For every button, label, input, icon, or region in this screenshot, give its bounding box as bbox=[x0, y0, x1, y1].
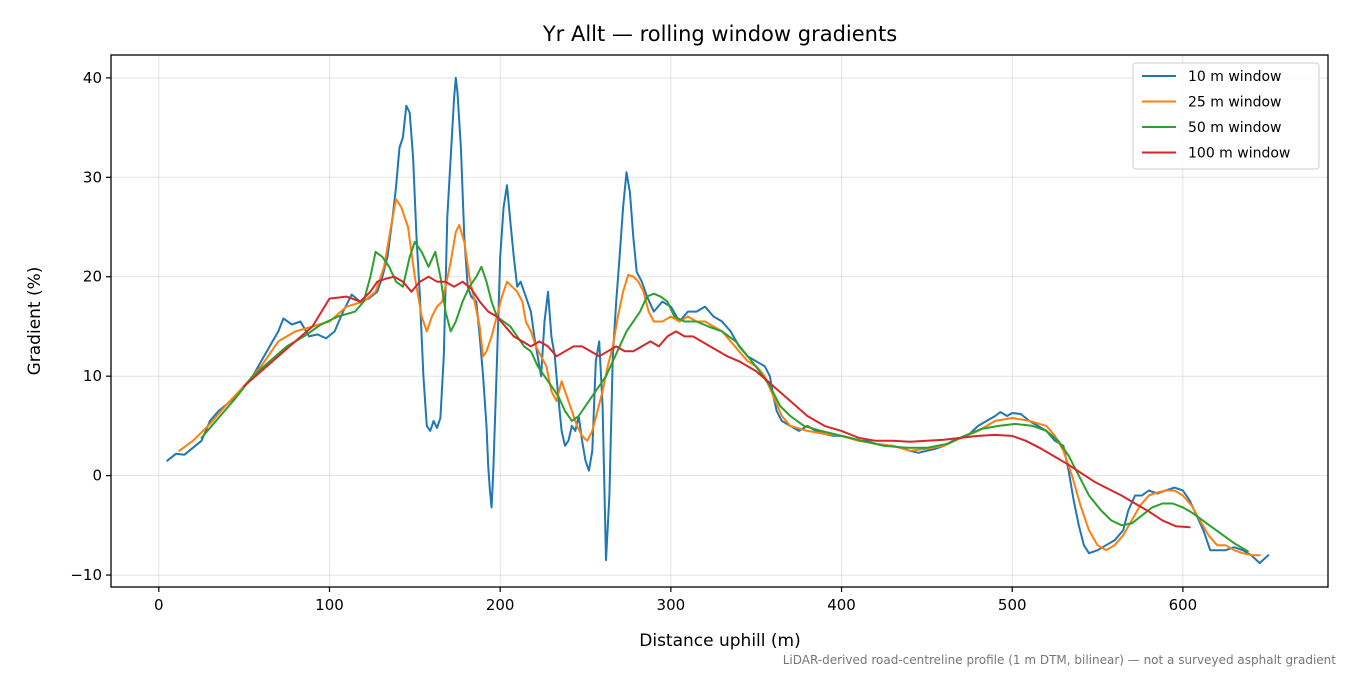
series-line-2 bbox=[178, 198, 1261, 557]
footnote: LiDAR-derived road-centreline profile (1… bbox=[783, 653, 1337, 667]
y-tick-label: 0 bbox=[92, 467, 102, 485]
grid-lines bbox=[111, 55, 1328, 587]
x-tick-label: 100 bbox=[315, 596, 344, 614]
series-line-1 bbox=[166, 76, 1270, 565]
y-tick-label: 40 bbox=[83, 69, 102, 87]
y-tick-label: −10 bbox=[70, 566, 102, 584]
axis-ticks: 0 100 200 300 400 500 600 −10 0 10 20 30 40 bbox=[70, 69, 1197, 614]
series-line-4 bbox=[243, 275, 1191, 529]
x-tick-label: 600 bbox=[1169, 596, 1198, 614]
plot-frame bbox=[110, 54, 1329, 588]
x-tick-label: 200 bbox=[486, 596, 515, 614]
legend-box bbox=[1132, 62, 1320, 170]
x-tick-label: 500 bbox=[998, 596, 1027, 614]
x-axis-title: Distance uphill (m) bbox=[639, 631, 800, 651]
legend-entry: 100 m window bbox=[1188, 146, 1290, 162]
series-line-3 bbox=[200, 240, 1249, 553]
legend-entry: 50 m window bbox=[1188, 120, 1281, 136]
series-lines bbox=[166, 76, 1270, 565]
legend-entry: 10 m window bbox=[1188, 69, 1281, 85]
legend: 10 m window 25 m window 50 m window 100 m w… bbox=[1132, 62, 1320, 170]
y-tick-label: 10 bbox=[83, 367, 102, 385]
y-tick-label: 30 bbox=[83, 168, 102, 186]
x-tick-label: 300 bbox=[657, 596, 686, 614]
y-axis-title: Gradient (%) bbox=[25, 267, 45, 376]
x-tick-label: 400 bbox=[827, 596, 856, 614]
y-tick-label: 20 bbox=[83, 268, 102, 286]
x-tick-label: 0 bbox=[154, 596, 164, 614]
legend-entry: 25 m window bbox=[1188, 95, 1281, 111]
chart-title: Yr Allt — rolling window gradients bbox=[542, 22, 897, 46]
